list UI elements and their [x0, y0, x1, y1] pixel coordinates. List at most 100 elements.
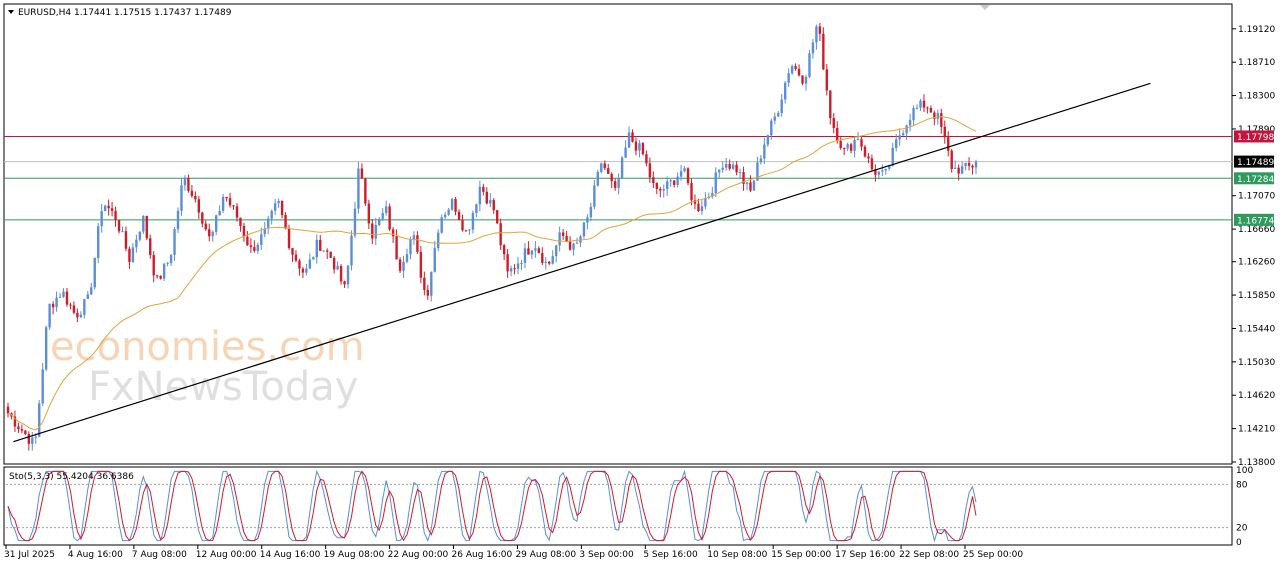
candle-body: [953, 167, 957, 169]
candle-body: [617, 178, 620, 188]
time-tick-label: 17 Sep 16:00: [835, 550, 895, 560]
candle-body: [58, 296, 62, 298]
candle-body: [516, 263, 520, 269]
candle-body: [679, 171, 683, 177]
candle-body: [398, 259, 402, 271]
candle-body: [381, 213, 384, 219]
candle-body: [836, 127, 839, 141]
candle-body: [506, 254, 509, 272]
candle-body: [409, 239, 412, 255]
price-tick-label: 1.13800: [1238, 458, 1275, 468]
candle-body: [426, 289, 430, 296]
candle-body: [142, 216, 145, 232]
candle-body: [863, 146, 867, 157]
candle-body: [291, 248, 294, 255]
candle-body: [55, 297, 58, 308]
candle-body: [454, 199, 457, 212]
candle-body: [405, 254, 409, 262]
candle-body: [607, 168, 610, 174]
trendline: [13, 82, 1151, 443]
candle-body: [232, 205, 235, 207]
candle-body: [697, 203, 700, 212]
stochastic-title: Sto(5,3,3) 55.4204 36.6386: [9, 472, 134, 482]
candle-body: [839, 140, 842, 149]
candle-body: [239, 217, 242, 226]
candle-body: [967, 162, 971, 166]
candle-body: [450, 199, 454, 210]
candle-body: [794, 66, 797, 69]
candle-body: [38, 403, 41, 437]
candle-body: [513, 268, 516, 270]
candle-body: [298, 260, 301, 269]
candle-body: [79, 314, 83, 318]
candle-body: [829, 90, 832, 119]
candle-body: [155, 275, 159, 277]
candle-body: [752, 180, 756, 191]
time-tick-label: 5 Sep 16:00: [643, 550, 698, 560]
candle-body: [496, 210, 499, 224]
candle-body: [357, 168, 360, 209]
candle-body: [443, 214, 447, 218]
candle-body: [603, 163, 606, 169]
candle-body: [218, 210, 221, 216]
time-tick-label: 29 Aug 08:00: [515, 550, 576, 560]
candle-body: [249, 245, 253, 248]
candle-body: [287, 228, 291, 249]
candle-body: [548, 261, 551, 264]
candle-body: [933, 112, 936, 119]
candle-body: [808, 53, 811, 77]
price-tick-label: 1.15440: [1238, 324, 1275, 334]
time-tick-label: 22 Aug 00:00: [388, 550, 449, 560]
candle-body: [332, 257, 336, 270]
candle-body: [960, 166, 964, 174]
candle-body: [537, 248, 541, 254]
candle-body: [544, 261, 547, 263]
symbol-menu-icon[interactable]: [8, 10, 14, 14]
candle-body: [51, 303, 55, 308]
candle-body: [693, 200, 697, 204]
candle-body: [24, 430, 27, 434]
candle-body: [554, 245, 558, 257]
stoch-tick-label: 20: [1236, 524, 1248, 534]
candle-body: [613, 181, 617, 188]
candle-body: [971, 165, 974, 168]
candle-body: [225, 196, 228, 199]
candle-body: [596, 171, 600, 186]
price-tick-label: 1.19120: [1238, 25, 1275, 35]
candle-body: [926, 107, 929, 109]
candle-body: [666, 181, 669, 190]
candle-body: [655, 183, 659, 189]
time-tick-label: 7 Aug 08:00: [132, 550, 187, 560]
candle-body: [561, 232, 565, 236]
candle-body: [34, 436, 37, 438]
candle-body: [62, 291, 65, 297]
candle-body: [378, 218, 381, 226]
candle-body: [159, 275, 162, 279]
time-tick-label: 25 Sep 00:00: [963, 550, 1023, 560]
candle-body: [645, 154, 648, 164]
candle-body: [721, 167, 724, 170]
candle-body: [520, 263, 523, 265]
time-tick-label: 22 Sep 08:00: [899, 550, 959, 560]
candle-body: [777, 113, 780, 117]
price-tick-label: 1.14620: [1238, 391, 1275, 401]
candle-body: [294, 254, 298, 261]
candle-body: [124, 231, 128, 249]
stoch-tick-label: 100: [1236, 466, 1253, 476]
candle-body: [322, 250, 325, 252]
candle-body: [280, 200, 284, 215]
candle-body: [336, 265, 339, 270]
candle-body: [121, 231, 124, 233]
candle-body: [849, 144, 853, 151]
candle-body: [17, 426, 20, 430]
candle-body: [270, 210, 273, 219]
candle-body: [676, 176, 679, 185]
candle-body: [180, 185, 183, 211]
candle-body: [936, 113, 940, 119]
candle-body: [905, 125, 908, 134]
candle-body: [964, 162, 967, 167]
candle-body: [374, 225, 377, 239]
resistance-tag-bg: [1234, 130, 1274, 143]
scroll-marker-icon[interactable]: [980, 5, 990, 10]
